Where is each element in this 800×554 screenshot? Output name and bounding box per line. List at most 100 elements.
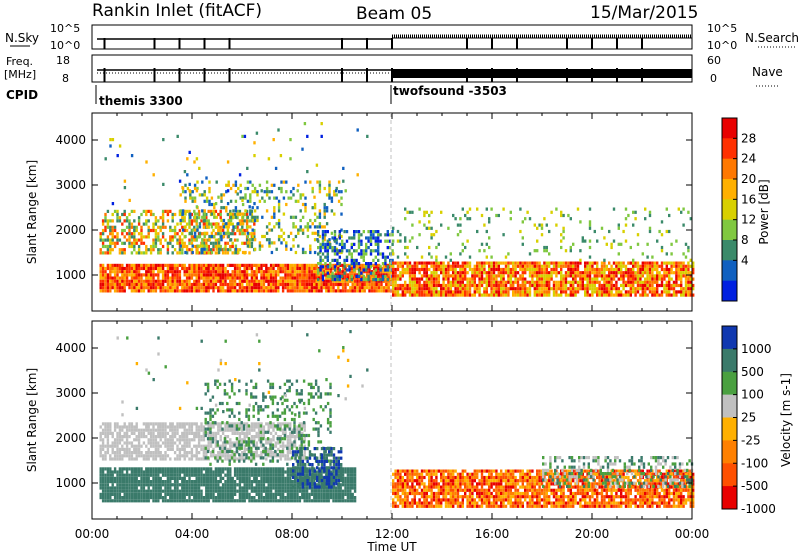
data-cell — [588, 271, 592, 275]
data-cell — [152, 480, 155, 484]
data-cell — [591, 293, 594, 297]
data-cell — [524, 217, 527, 221]
data-cell — [639, 287, 642, 291]
data-cell — [249, 199, 252, 203]
data-cell — [291, 480, 294, 484]
data-cell — [349, 470, 352, 474]
data-cell — [281, 476, 285, 480]
data-cell — [605, 264, 608, 268]
data-cell — [236, 470, 239, 474]
data-cell — [648, 290, 652, 294]
data-cell — [538, 271, 541, 275]
data-cell — [255, 286, 258, 290]
data-cell — [111, 499, 114, 503]
data-cell — [281, 473, 285, 477]
data-cell — [423, 261, 426, 265]
data-cell — [317, 268, 320, 272]
data-cell — [285, 180, 288, 184]
data-cell — [130, 276, 134, 280]
data-cell — [171, 492, 174, 496]
data-cell — [205, 219, 208, 223]
data-cell — [509, 287, 512, 291]
data-cell — [418, 293, 421, 297]
data-cell — [101, 467, 105, 471]
data-cell — [145, 270, 148, 274]
data-cell — [213, 215, 216, 219]
data-cell — [121, 222, 124, 226]
data-cell — [203, 190, 206, 194]
data-cell — [353, 473, 357, 477]
data-cell — [612, 277, 616, 281]
data-cell — [468, 293, 472, 297]
data-cell — [492, 283, 496, 288]
data-cell — [340, 196, 343, 200]
data-cell — [154, 286, 158, 290]
data-cell — [145, 470, 148, 474]
data-cell — [519, 274, 522, 278]
data-cell — [620, 293, 623, 297]
data-cell — [236, 489, 239, 493]
data-cell — [557, 271, 560, 275]
data-cell — [411, 293, 414, 297]
data-cell — [533, 293, 536, 297]
data-cell — [253, 289, 256, 293]
data-cell — [253, 222, 256, 226]
data-cell — [272, 499, 275, 503]
data-cell — [338, 268, 341, 272]
power-ylabel: Slant Range [km] — [25, 160, 39, 264]
data-cell — [171, 470, 174, 474]
data-cell — [387, 289, 390, 293]
data-cell — [255, 279, 258, 283]
data-cell — [310, 282, 314, 287]
data-cell — [349, 492, 352, 496]
data-cell — [267, 489, 270, 493]
data-cell — [207, 222, 210, 226]
data-cell — [447, 271, 450, 275]
data-cell — [385, 276, 388, 280]
data-cell — [241, 225, 244, 229]
data-cell — [345, 258, 349, 262]
data-cell — [157, 473, 160, 477]
data-cell — [497, 280, 500, 284]
data-cell — [540, 274, 544, 278]
data-cell — [653, 290, 656, 294]
data-cell — [248, 286, 251, 290]
data-cell — [219, 276, 222, 280]
data-cell — [284, 489, 287, 493]
data-cell — [317, 239, 320, 243]
data-cell — [260, 289, 263, 293]
data-cell — [648, 274, 652, 278]
data-cell — [622, 287, 625, 291]
data-cell — [238, 173, 242, 177]
data-cell — [147, 473, 150, 477]
data-cell — [632, 261, 635, 265]
data-cell — [677, 261, 680, 265]
data-cell — [336, 252, 339, 256]
data-cell — [317, 286, 321, 290]
data-cell — [166, 266, 170, 271]
data-cell — [128, 273, 131, 277]
data-cell — [308, 276, 311, 280]
data-cell — [195, 157, 199, 161]
data-cell — [164, 289, 167, 293]
data-cell — [689, 280, 692, 284]
data-cell — [478, 267, 481, 272]
data-cell — [176, 492, 179, 496]
data-cell — [610, 271, 613, 275]
data-cell — [507, 293, 510, 297]
data-cell — [497, 261, 500, 265]
data-cell — [454, 283, 457, 288]
data-cell — [236, 273, 239, 277]
data-cell — [118, 282, 122, 287]
data-cell — [233, 489, 237, 493]
data-cell — [176, 480, 179, 484]
data-cell — [328, 238, 331, 242]
data-cell — [123, 273, 126, 277]
data-cell — [581, 277, 584, 281]
data-cell — [272, 289, 275, 293]
data-cell — [279, 266, 282, 271]
data-cell — [456, 287, 460, 291]
data-cell — [315, 499, 318, 503]
data-cell — [466, 277, 469, 281]
data-cell — [485, 271, 488, 275]
